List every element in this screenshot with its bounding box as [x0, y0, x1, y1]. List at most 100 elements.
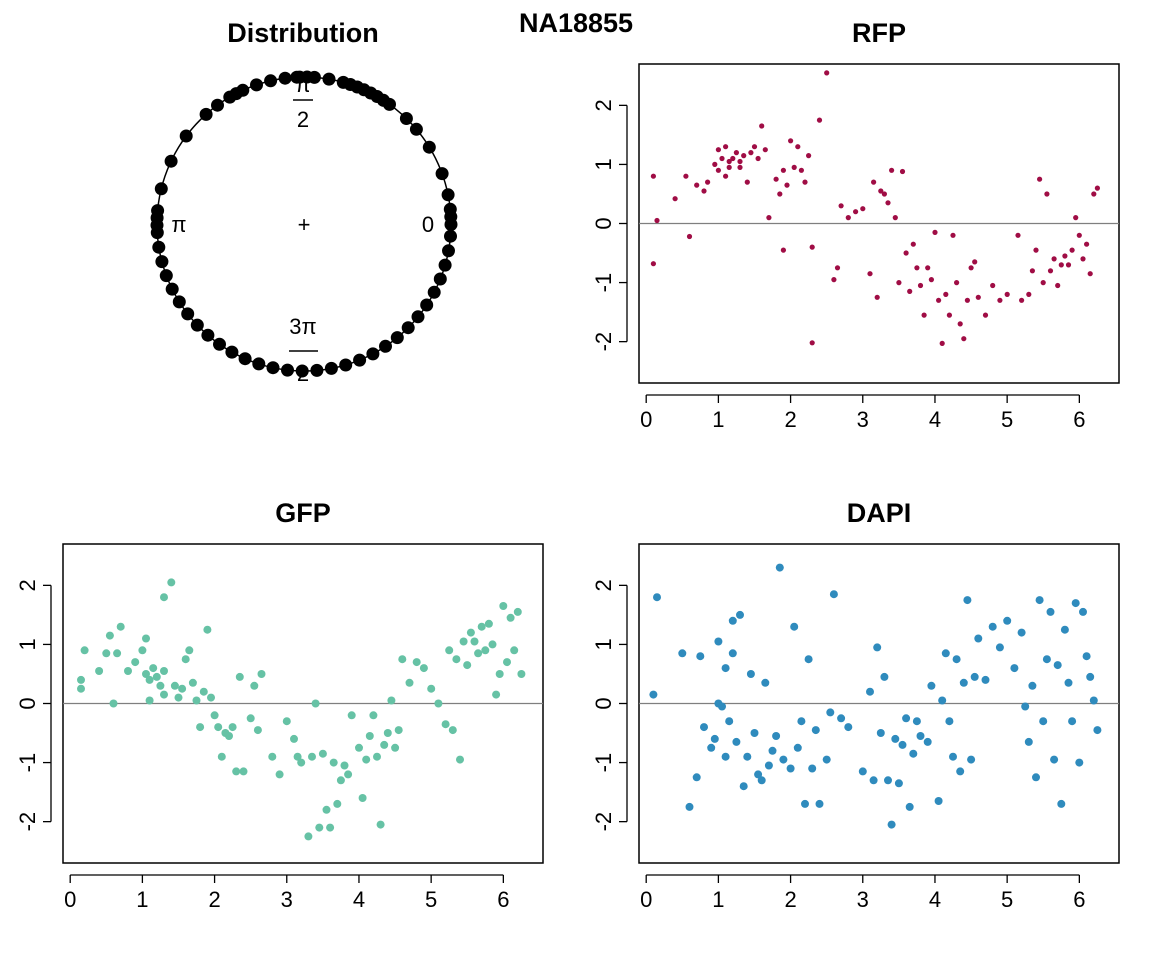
gfp-point-61 — [333, 799, 342, 808]
circular-point-52 — [339, 358, 353, 372]
rfp-point-105 — [1091, 191, 1097, 197]
rfp-point-91 — [1040, 280, 1046, 286]
dapi-point-27 — [768, 746, 777, 755]
gfp-point-26 — [181, 655, 190, 664]
gfp-point-105 — [517, 670, 526, 678]
gfp-point-10 — [131, 658, 140, 667]
dapi-point-11 — [718, 702, 726, 711]
dapi-point-59 — [912, 717, 921, 726]
gfp-point-86 — [448, 726, 457, 735]
distribution-title: Distribution — [227, 18, 378, 48]
dapi-point-14 — [725, 717, 734, 726]
rfp-point-87 — [1026, 291, 1032, 297]
gfp-point-15 — [145, 696, 154, 705]
dapi-y-tick-label-2: 2 — [591, 579, 616, 591]
rfp-point-14 — [723, 144, 729, 150]
rfp-point-47 — [845, 215, 851, 221]
rfp-point-37 — [798, 167, 805, 173]
rfp-point-83 — [997, 297, 1003, 303]
gfp-point-102 — [506, 613, 515, 622]
circular-point-51 — [324, 361, 338, 375]
dapi-point-10 — [714, 637, 723, 646]
dapi-point-76 — [988, 622, 997, 631]
gfp-point-2 — [80, 646, 89, 655]
dapi-point-89 — [1050, 755, 1059, 764]
gfp-x-tick-label-4: 4 — [353, 887, 365, 912]
rfp-point-31 — [780, 247, 787, 253]
gfp-point-64 — [344, 770, 353, 779]
dapi-title: DAPI — [847, 498, 912, 528]
rfp-point-36 — [795, 144, 801, 150]
gfp-title: GFP — [275, 498, 331, 528]
dapi-x-tick-label-0: 0 — [640, 887, 652, 912]
rfp-point-78 — [968, 265, 974, 271]
dapi-point-70 — [959, 678, 968, 687]
dapi-point-41 — [826, 708, 835, 717]
gfp-point-99 — [495, 670, 504, 678]
circular-point-40 — [181, 307, 195, 321]
rfp-point-67 — [928, 277, 935, 283]
dapi-y-tick-label-0: 0 — [591, 697, 616, 709]
circular-point-4 — [422, 140, 436, 154]
gfp-point-90 — [463, 661, 472, 670]
gfp-point-98 — [492, 690, 501, 699]
rfp-point-45 — [834, 265, 841, 271]
distribution-panel: Distribution + 0 π π 2 3π 2 — [150, 18, 458, 386]
gfp-point-74 — [383, 729, 392, 737]
rfp-y-tick-label-1: 1 — [591, 158, 616, 170]
gfp-point-66 — [355, 743, 363, 752]
rfp-point-51 — [871, 179, 877, 185]
gfp-point-80 — [412, 658, 421, 667]
dapi-point-101 — [1093, 726, 1102, 735]
gfp-point-21 — [160, 593, 168, 602]
circle-center-mark: + — [298, 212, 311, 237]
dapi-point-58 — [909, 749, 918, 758]
gfp-point-91 — [466, 628, 475, 637]
circular-point-29 — [164, 154, 178, 168]
rfp-x-tick-label-5: 5 — [1001, 407, 1013, 432]
gfp-point-76 — [391, 743, 400, 752]
rfp-point-44 — [831, 277, 837, 283]
circular-point-64 — [444, 229, 457, 243]
dapi-point-4 — [692, 773, 701, 782]
rfp-point-42 — [816, 117, 823, 123]
rfp-point-25 — [755, 155, 761, 162]
gfp-point-8 — [116, 622, 125, 631]
dapi-point-83 — [1028, 681, 1037, 690]
dapi-point-97 — [1079, 607, 1087, 616]
rfp-point-33 — [784, 182, 790, 188]
gfp-y-tick-label--1: -1 — [15, 753, 40, 773]
rfp-point-52 — [874, 294, 880, 300]
dapi-x-tick-label-5: 5 — [1001, 887, 1013, 912]
gfp-y-tick-label--2: -2 — [15, 812, 40, 832]
dapi-point-77 — [995, 643, 1004, 652]
gfp-point-34 — [210, 711, 219, 720]
dapi-point-86 — [1039, 717, 1048, 726]
dapi-point-34 — [797, 717, 806, 726]
dapi-point-64 — [938, 696, 947, 705]
rfp-x-tick-label-6: 6 — [1073, 407, 1085, 432]
rfp-point-43 — [824, 70, 830, 76]
gfp-point-72 — [376, 820, 385, 829]
gfp-point-0 — [77, 675, 85, 684]
rfp-point-64 — [917, 282, 924, 289]
gfp-x-tick-label-6: 6 — [497, 887, 509, 912]
rfp-point-95 — [1055, 282, 1061, 289]
dapi-point-69 — [956, 767, 965, 776]
rfp-point-79 — [972, 259, 978, 265]
rfp-point-80 — [975, 294, 981, 300]
circular-point-22 — [250, 78, 263, 92]
gfp-point-17 — [152, 672, 161, 681]
rfp-x-tick-label-4: 4 — [929, 407, 941, 432]
rfp-point-34 — [788, 138, 794, 144]
gfp-point-79 — [405, 678, 414, 687]
gfp-point-12 — [142, 670, 150, 678]
circular-point-55 — [379, 339, 392, 353]
gfp-point-18 — [156, 681, 165, 690]
gfp-y-tick-label-2: 2 — [15, 579, 40, 591]
rfp-point-35 — [791, 164, 797, 170]
dapi-point-75 — [981, 675, 990, 684]
dapi-point-26 — [764, 761, 773, 770]
gfp-point-48 — [275, 770, 284, 779]
